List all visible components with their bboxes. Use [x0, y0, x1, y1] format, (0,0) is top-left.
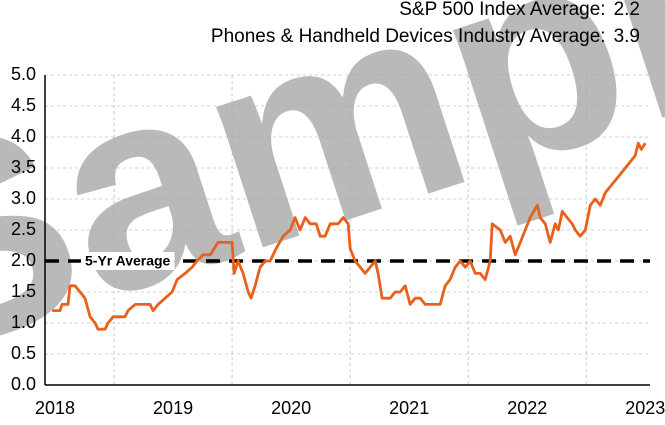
y-tick-label: 0.0: [11, 374, 36, 394]
y-tick-label: 5.0: [11, 64, 36, 84]
y-tick-label: 2.5: [11, 219, 36, 239]
label-background: [81, 252, 175, 270]
y-tick-label: 2.0: [11, 250, 36, 270]
x-tick-label: 2021: [389, 398, 429, 418]
x-tick-label: 2018: [35, 398, 75, 418]
y-tick-label: 4.5: [11, 95, 36, 115]
data-line: [52, 141, 647, 331]
y-tick-label: 3.5: [11, 157, 36, 177]
x-tick-label: 2022: [507, 398, 547, 418]
annotation-label: Phones & Handheld Devices Industry Avera…: [211, 26, 606, 47]
x-tick-label: 2023: [625, 398, 665, 418]
annotation: Phones & Handheld Devices Industry Avera…: [211, 26, 640, 47]
annotation-label: S&P 500 Index Average:: [399, 0, 605, 20]
y-tick-label: 3.0: [11, 188, 36, 208]
annotation: S&P 500 Index Average: 2.2: [399, 0, 640, 20]
y-tick-label: 0.5: [11, 343, 36, 363]
reference-label: 5-Yr Average: [85, 253, 171, 269]
x-tick-label: 2020: [271, 398, 311, 418]
y-tick-label: 4.0: [11, 126, 36, 146]
y-tick-label: 1.0: [11, 312, 36, 332]
annotation-value: 2.2: [614, 0, 640, 20]
y-tick-label: 1.5: [11, 281, 36, 301]
x-tick-label: 2019: [153, 398, 193, 418]
annotation-value: 3.9: [614, 26, 640, 47]
